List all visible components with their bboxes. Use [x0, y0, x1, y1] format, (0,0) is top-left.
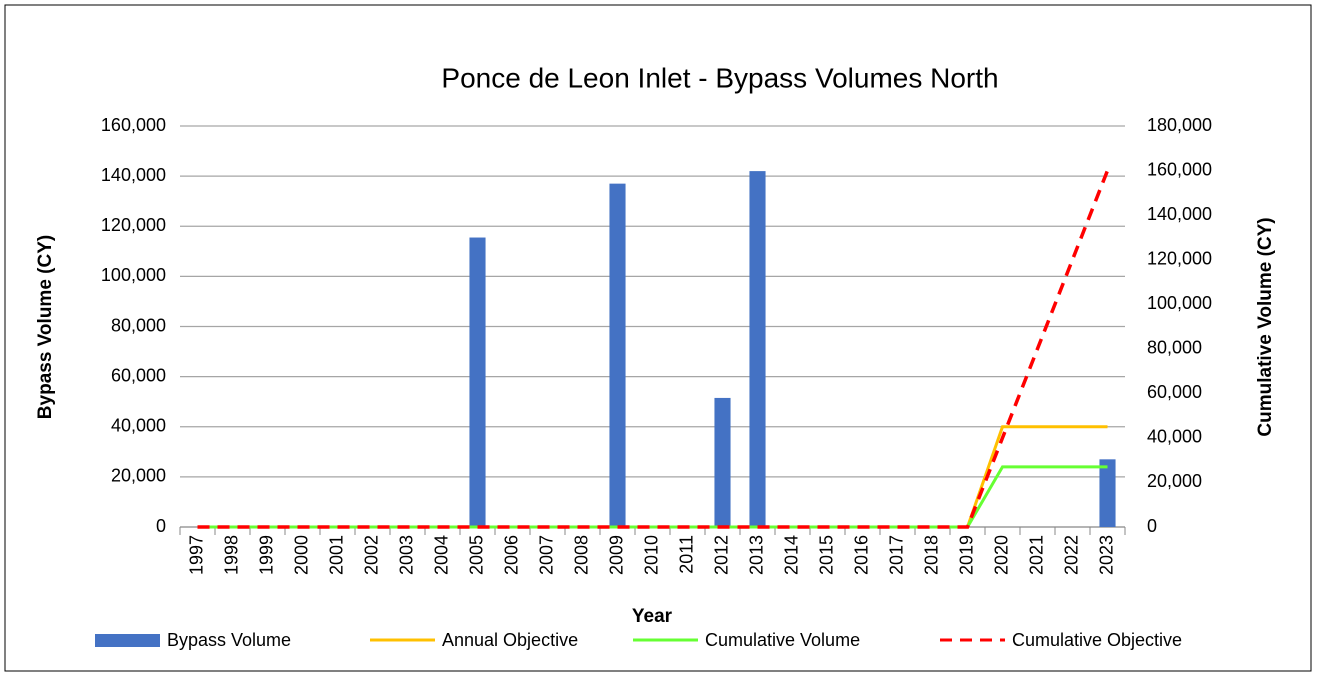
- x-tick-label: 2011: [676, 535, 696, 574]
- y-tick-label: 80,000: [111, 315, 166, 335]
- y2-tick-label: 180,000: [1147, 115, 1212, 135]
- y2-axis-title: Cumulative Volume (CY): [1255, 217, 1276, 436]
- x-tick-label: 2000: [291, 535, 311, 575]
- y2-tick-label: 160,000: [1147, 159, 1212, 179]
- y2-tick-label: 120,000: [1147, 248, 1212, 268]
- y2-tick-label: 20,000: [1147, 471, 1202, 491]
- x-tick-label: 2018: [921, 535, 941, 575]
- x-tick-label: 2008: [571, 535, 591, 575]
- x-tick-label: 2006: [501, 535, 521, 575]
- y2-tick-label: 60,000: [1147, 382, 1202, 402]
- x-tick-label: 1997: [186, 535, 206, 575]
- y2-tick-label: 0: [1147, 516, 1157, 536]
- y2-tick-label: 40,000: [1147, 427, 1202, 447]
- legend-label: Cumulative Objective: [1012, 630, 1182, 650]
- x-tick-label: 2003: [396, 535, 416, 575]
- x-tick-label: 2007: [536, 535, 556, 575]
- x-tick-label: 2013: [746, 535, 766, 575]
- chart-title: Ponce de Leon Inlet - Bypass Volumes Nor…: [441, 62, 998, 93]
- legend-swatch: [95, 634, 160, 647]
- y2-tick-label: 80,000: [1147, 338, 1202, 358]
- y-tick-label: 120,000: [101, 215, 166, 235]
- x-tick-label: 2022: [1061, 535, 1081, 575]
- bar: [609, 183, 626, 528]
- legend-label: Annual Objective: [442, 630, 578, 650]
- x-tick-label: 2002: [361, 535, 381, 575]
- chart-border: [4, 4, 1312, 672]
- y-tick-label: 140,000: [101, 165, 166, 185]
- bar: [1099, 459, 1116, 527]
- y-tick-label: 40,000: [111, 416, 166, 436]
- x-tick-label: 2021: [1026, 535, 1046, 575]
- y2-tick-label: 100,000: [1147, 293, 1212, 313]
- x-tick-label: 1998: [221, 535, 241, 575]
- x-tick-label: 2005: [466, 535, 486, 575]
- y-axis-title: Bypass Volume (CY): [35, 235, 56, 419]
- x-tick-label: 2012: [711, 535, 731, 575]
- y-tick-label: 20,000: [111, 466, 166, 486]
- y-tick-label: 100,000: [101, 265, 166, 285]
- bar: [469, 237, 486, 527]
- bar: [749, 171, 766, 528]
- x-tick-label: 2016: [851, 535, 871, 575]
- x-tick-label: 2001: [326, 535, 346, 575]
- x-tick-label: 2017: [886, 535, 906, 575]
- legend-label: Bypass Volume: [167, 630, 291, 650]
- x-tick-label: 2020: [991, 535, 1011, 575]
- y-tick-label: 160,000: [101, 115, 166, 135]
- x-tick-label: 2023: [1096, 535, 1116, 575]
- y2-tick-label: 140,000: [1147, 204, 1212, 224]
- x-tick-label: 2004: [431, 535, 451, 575]
- x-tick-label: 2014: [781, 535, 801, 575]
- x-tick-label: 1999: [256, 535, 276, 575]
- bar: [714, 397, 731, 527]
- x-tick-label: 2015: [816, 535, 836, 575]
- y-tick-label: 60,000: [111, 365, 166, 385]
- y-tick-label: 0: [156, 516, 166, 536]
- x-tick-label: 2009: [606, 535, 626, 575]
- legend-label: Cumulative Volume: [705, 630, 860, 650]
- x-tick-label: 2010: [641, 535, 661, 575]
- series-line: [197, 169, 1110, 529]
- x-tick-label: 2019: [956, 535, 976, 575]
- x-axis-title: Year: [632, 606, 673, 627]
